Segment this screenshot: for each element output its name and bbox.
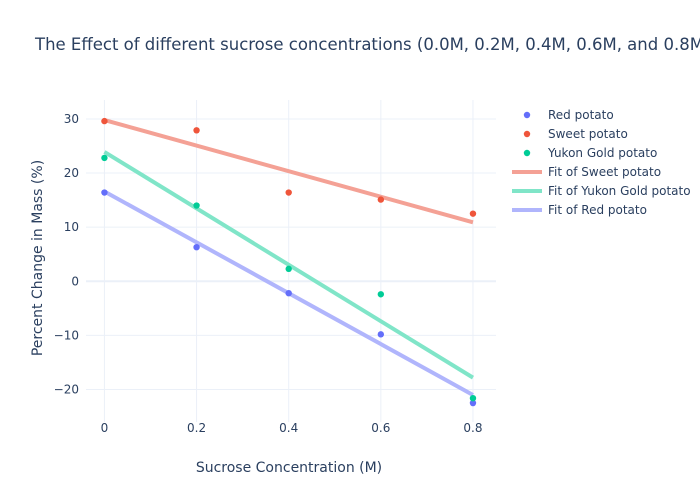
data-point (193, 244, 200, 251)
legend-marker (523, 149, 531, 157)
data-point (377, 331, 385, 338)
data-point (469, 210, 477, 217)
x-tick-label: 0.2 (187, 421, 206, 435)
x-tick-label: 0.8 (463, 421, 482, 435)
data-point (101, 117, 108, 125)
legend-label: Sweet potato (548, 127, 628, 141)
data-point (285, 290, 292, 297)
data-point (101, 189, 108, 196)
data-point (101, 154, 108, 162)
legend-marker (523, 111, 531, 119)
x-tick-label: 0.6 (371, 421, 390, 435)
data-point (193, 127, 200, 134)
x-axis-ticks: 0 0.2 0.4 0.6 0.8 (101, 421, 483, 435)
data-point (193, 202, 200, 209)
legend: Red potato Sweet potato Yukon Gold potato F… (512, 108, 691, 217)
fit-line (103, 150, 475, 380)
y-tick-label: 20 (64, 166, 79, 180)
legend-label: Fit of Red potato (548, 203, 647, 217)
data-point (377, 291, 385, 298)
legend-label: Fit of Sweet potato (548, 165, 661, 179)
x-axis-label: Sucrose Concentration (M) (196, 460, 382, 476)
grid (86, 100, 496, 422)
data-point (469, 394, 477, 402)
x-tick-label: 0.4 (279, 421, 298, 435)
data-point (469, 399, 477, 407)
legend-marker (523, 130, 531, 138)
data-point (377, 196, 385, 203)
fit-line (103, 118, 474, 225)
legend-label: Yukon Gold potato (547, 146, 657, 160)
legend-label: Fit of Yukon Gold potato (548, 184, 691, 198)
legend-label: Red potato (548, 108, 614, 122)
y-tick-label: 0 (71, 274, 79, 288)
y-tick-label: −20 (54, 383, 79, 397)
y-tick-label: −10 (54, 328, 79, 342)
y-axis-label: Percent Change in Mass (%) (30, 160, 46, 356)
y-tick-label: 30 (64, 112, 79, 126)
y-axis-ticks: 30 20 10 0 −10 −20 (54, 112, 79, 397)
data-point (285, 189, 292, 196)
data-point (285, 265, 292, 273)
x-tick-label: 0 (101, 421, 109, 435)
data-points (101, 117, 477, 407)
y-tick-label: 10 (64, 220, 79, 234)
chart-title: The Effect of different sucrose concentr… (34, 35, 700, 54)
